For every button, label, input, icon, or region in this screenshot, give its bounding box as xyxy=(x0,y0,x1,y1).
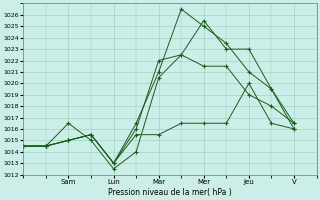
X-axis label: Pression niveau de la mer( hPa ): Pression niveau de la mer( hPa ) xyxy=(108,188,232,197)
